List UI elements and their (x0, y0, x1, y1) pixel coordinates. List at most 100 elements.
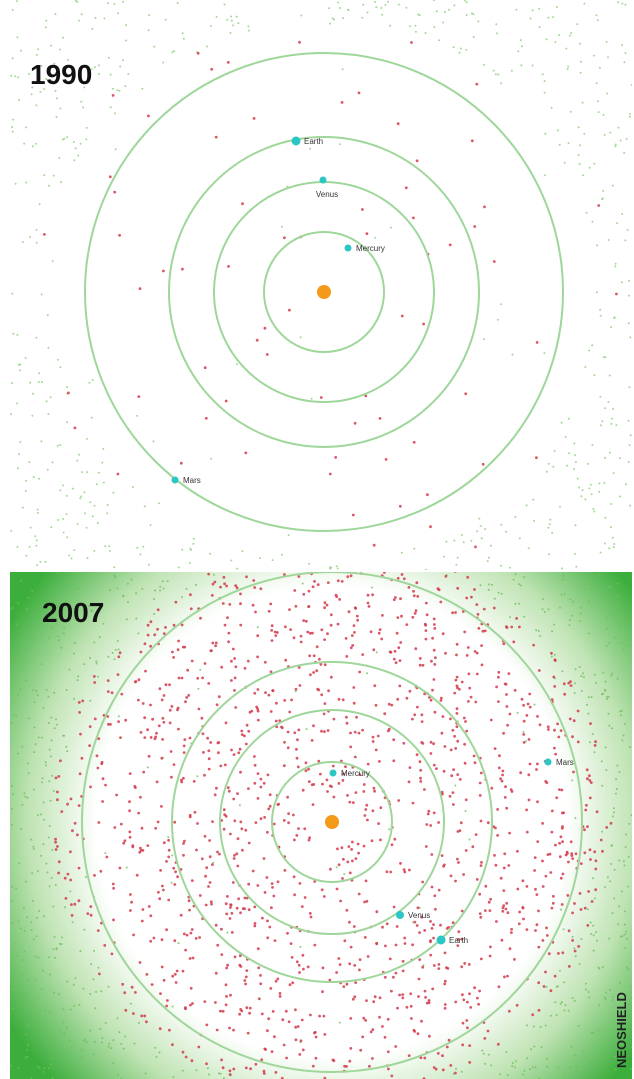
planet-label: Mars (183, 476, 201, 485)
neo-dot (74, 822, 77, 825)
neo-dot (457, 930, 460, 933)
neo-dot (70, 798, 73, 801)
neo-dot (421, 720, 424, 723)
asteroid-dot (127, 73, 129, 75)
neo-dot (363, 901, 366, 904)
asteroid-dot (409, 25, 411, 27)
neo-dot (355, 716, 358, 719)
neo-dot (452, 803, 455, 806)
neo-dot (78, 899, 81, 902)
neo-dot (341, 580, 344, 583)
neo-dot (595, 859, 598, 862)
neo-dot (346, 909, 349, 912)
asteroid-dot (98, 472, 100, 474)
asteroid-dot (533, 1026, 535, 1028)
asteroid-dot (18, 921, 20, 923)
asteroid-dot (628, 386, 630, 388)
neo-dot (161, 938, 164, 941)
asteroid-dot (11, 126, 13, 128)
asteroid-dot (578, 487, 580, 489)
neo-dot (165, 683, 168, 686)
asteroid-dot (516, 9, 518, 11)
neo-dot (385, 458, 388, 461)
neo-dot (405, 186, 408, 189)
neo-dot (168, 1029, 171, 1032)
asteroid-dot (618, 771, 620, 773)
neo-dot (449, 718, 452, 721)
neo-dot (248, 842, 251, 845)
asteroid-dot (540, 1026, 542, 1028)
asteroid-dot (618, 905, 620, 907)
neo-dot (396, 632, 399, 635)
neo-dot (302, 1049, 305, 1052)
neo-dot (364, 936, 367, 939)
neo-dot (233, 854, 236, 857)
neo-dot (591, 900, 594, 903)
asteroid-dot (629, 746, 631, 748)
asteroid-dot (110, 74, 112, 76)
neo-dot (192, 957, 195, 960)
neo-dot (163, 979, 166, 982)
neo-dot (132, 934, 135, 937)
asteroid-dot (610, 675, 612, 677)
neo-dot (516, 888, 519, 891)
neo-dot (139, 287, 142, 290)
asteroid-dot (498, 592, 500, 594)
neo-dot (498, 754, 501, 757)
asteroid-dot (580, 938, 582, 940)
neo-dot (597, 204, 600, 207)
asteroid-dot (86, 527, 88, 529)
neo-dot (167, 899, 170, 902)
neo-dot (280, 726, 283, 729)
neo-dot (229, 917, 232, 920)
neo-dot (510, 931, 513, 934)
neo-dot (322, 967, 325, 970)
neo-dot (484, 909, 487, 912)
asteroid-dot (598, 483, 600, 485)
neo-dot (207, 885, 210, 888)
neo-dot (291, 981, 294, 984)
neo-dot (468, 1061, 471, 1064)
asteroid-dot (619, 628, 621, 630)
asteroid-dot (97, 676, 99, 678)
neo-dot (190, 987, 193, 990)
asteroid-dot (96, 663, 98, 665)
neo-dot (254, 764, 257, 767)
asteroid-dot (108, 1043, 110, 1045)
neo-dot (533, 869, 536, 872)
asteroid-dot (607, 56, 609, 58)
asteroid-dot (559, 506, 561, 508)
neo-dot (259, 982, 262, 985)
credit: NEOSHIELD (614, 992, 629, 1068)
neo-dot (131, 986, 134, 989)
neo-dot (249, 1007, 252, 1010)
asteroid-dot (58, 157, 60, 159)
asteroid-dot (622, 649, 624, 651)
asteroid-dot (560, 1003, 562, 1005)
neo-dot (368, 1065, 371, 1068)
neo-dot (232, 1029, 235, 1032)
neo-dot (189, 737, 192, 740)
asteroid-dot (587, 713, 589, 715)
asteroid-dot (595, 14, 597, 16)
asteroid-dot (617, 678, 619, 680)
neo-dot (452, 791, 455, 794)
neo-dot (232, 881, 235, 884)
asteroid-dot (36, 337, 38, 339)
neo-dot (259, 587, 262, 590)
neo-dot (554, 975, 557, 978)
asteroid-dot (606, 698, 608, 700)
neo-dot (568, 929, 571, 932)
neo-dot (536, 341, 539, 344)
neo-dot (464, 762, 467, 765)
asteroid-dot (85, 138, 87, 140)
asteroid-dot (78, 20, 80, 22)
neo-dot (480, 644, 483, 647)
asteroid-dot (99, 1028, 101, 1030)
asteroid-dot (559, 144, 561, 146)
asteroid-dot (300, 15, 302, 17)
asteroid-dot (31, 929, 33, 931)
neo-dot (111, 691, 114, 694)
neo-dot (475, 603, 478, 606)
neo-dot (225, 995, 228, 998)
